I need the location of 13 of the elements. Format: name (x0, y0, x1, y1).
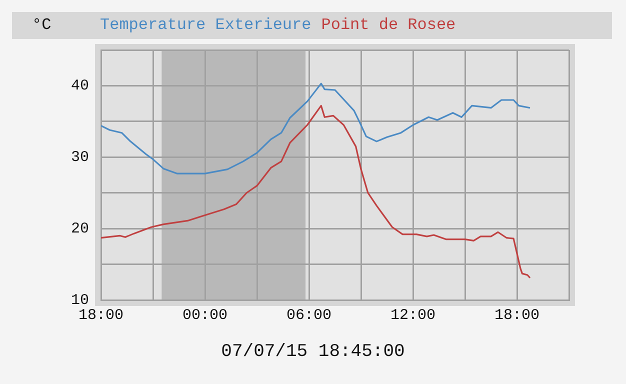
y-axis-title: °C (32, 15, 52, 36)
x-tick-label: 06:00 (286, 306, 332, 324)
y-tick-label: 30 (70, 149, 89, 166)
x-tick-label: 18:00 (494, 306, 540, 324)
text: Point de Rosee (321, 16, 456, 34)
x-tick-label: 18:00 (78, 306, 124, 324)
y-tick-label: 10 (70, 292, 89, 309)
text: 07/07/15 18:45:00 (220, 342, 406, 362)
x-tick-label: 00:00 (182, 306, 228, 324)
x-tick-label: 12:00 (390, 306, 436, 324)
y-tick-label: 20 (70, 220, 89, 238)
y-tick-label: 40 (70, 78, 89, 95)
text: Temperature Exterieure (100, 16, 312, 34)
